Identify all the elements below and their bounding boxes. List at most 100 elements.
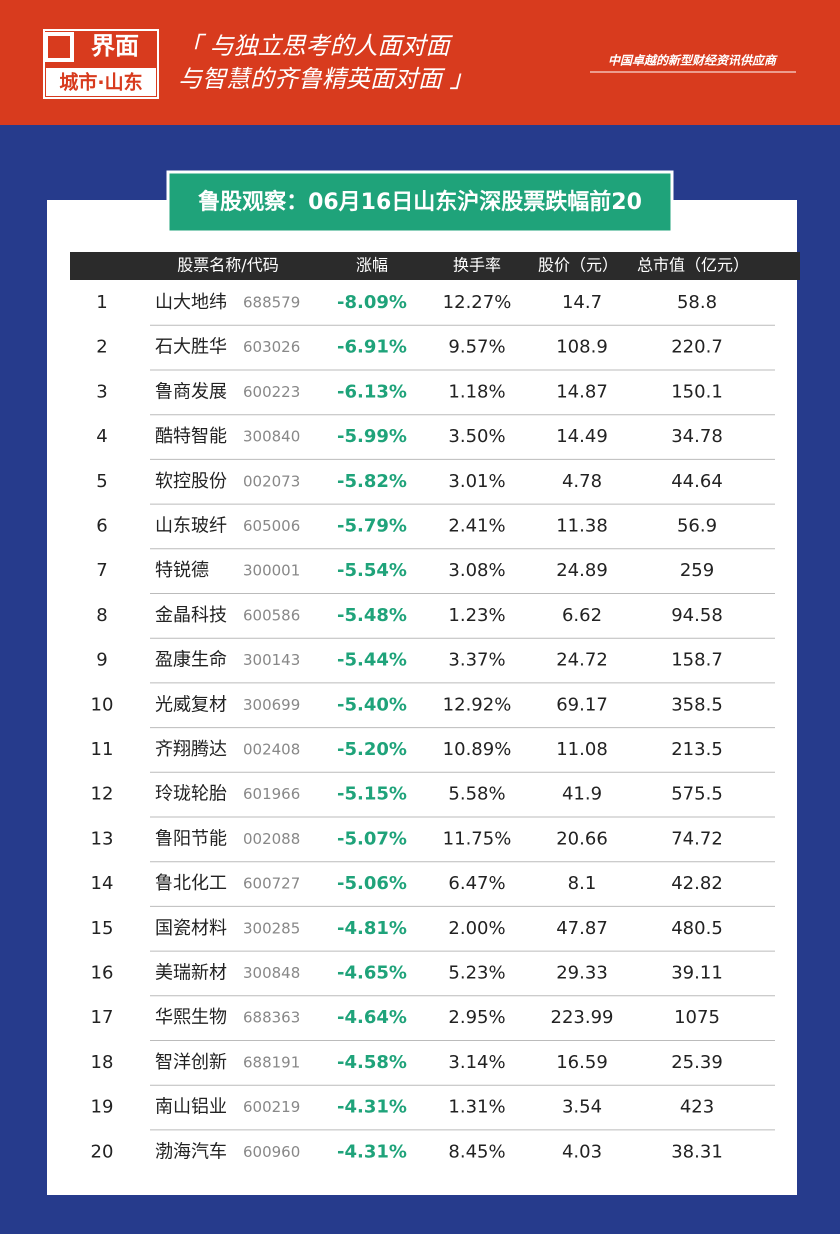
stock-code: 600223 xyxy=(243,383,300,401)
market-cap: 74.72 xyxy=(671,828,723,849)
slogan: 「 与独立思考的人面对面 xyxy=(178,32,454,60)
logo-sub-bg xyxy=(46,68,156,96)
market-cap: 42.82 xyxy=(671,873,723,894)
stock-code: 688579 xyxy=(243,294,300,312)
stock-code: 300840 xyxy=(243,428,300,446)
logo-sub: 城市·山东 xyxy=(59,71,142,94)
market-cap: 56.9 xyxy=(677,516,717,537)
turnover: 12.92% xyxy=(443,694,512,715)
change: -5.15% xyxy=(337,784,407,805)
rank: 18 xyxy=(91,1052,114,1073)
market-cap: 38.31 xyxy=(671,1141,723,1162)
rank: 11 xyxy=(91,739,114,760)
rank: 16 xyxy=(91,963,114,984)
column-header: 涨幅 xyxy=(356,256,388,275)
stock-code: 601966 xyxy=(243,785,300,803)
turnover: 3.37% xyxy=(448,650,505,671)
stock-name: 石大胜华 xyxy=(155,337,227,358)
change: -6.13% xyxy=(337,381,407,402)
price: 11.38 xyxy=(556,516,608,537)
stock-code: 002088 xyxy=(243,830,300,848)
price: 20.66 xyxy=(556,828,608,849)
price: 24.89 xyxy=(556,560,608,581)
market-cap: 44.64 xyxy=(671,471,723,492)
rank: 15 xyxy=(91,918,114,939)
rank: 20 xyxy=(91,1141,114,1162)
market-cap: 480.5 xyxy=(671,918,723,939)
change: -5.44% xyxy=(337,650,407,671)
price: 14.87 xyxy=(556,381,608,402)
stock-name: 鲁商发展 xyxy=(155,381,227,402)
stock-name: 特锐德 xyxy=(155,560,209,581)
stock-code: 300143 xyxy=(243,651,300,669)
change: -6.91% xyxy=(337,337,407,358)
table: 股票名称/代码 涨幅 换手率 股价（元） 总市值（亿元） 1 山大地纬 688579 -8.09… xyxy=(91,256,775,1162)
column-header: 股票名称/代码 xyxy=(177,256,278,275)
market-cap: 58.8 xyxy=(677,292,717,313)
price: 4.78 xyxy=(562,471,602,492)
slogan: 与智慧的齐鲁精英面对面 」 xyxy=(178,65,474,93)
stock-name: 山东玻纤 xyxy=(155,516,227,537)
stock-name: 软控股份 xyxy=(155,471,227,492)
change: -4.64% xyxy=(337,1007,407,1028)
price: 8.1 xyxy=(568,873,597,894)
rank: 6 xyxy=(96,516,107,537)
stock-code: 300001 xyxy=(243,562,300,580)
stock-name: 渤海汽车 xyxy=(155,1141,227,1162)
turnover: 9.57% xyxy=(448,337,505,358)
rank: 17 xyxy=(91,1007,114,1028)
price: 3.54 xyxy=(562,1097,602,1118)
price: 108.9 xyxy=(556,337,608,358)
turnover: 3.50% xyxy=(448,426,505,447)
stock-name: 鲁北化工 xyxy=(155,873,227,894)
price: 6.62 xyxy=(562,605,602,626)
turnover: 1.31% xyxy=(448,1097,505,1118)
market-cap: 94.58 xyxy=(671,605,723,626)
turnover: 3.01% xyxy=(448,471,505,492)
rank: 8 xyxy=(96,605,107,626)
stock-code: 688191 xyxy=(243,1053,300,1071)
stock-code: 600727 xyxy=(243,875,300,893)
stock-code: 600960 xyxy=(243,1143,300,1161)
turnover: 5.58% xyxy=(448,784,505,805)
market-cap: 213.5 xyxy=(671,739,723,760)
rank: 1 xyxy=(96,292,107,313)
stock-code: 002408 xyxy=(243,741,300,759)
market-cap: 423 xyxy=(680,1097,714,1118)
price: 47.87 xyxy=(556,918,608,939)
market-cap: 158.7 xyxy=(671,650,723,671)
turnover: 12.27% xyxy=(443,292,512,313)
column-header: 总市值（亿元） xyxy=(637,256,749,275)
price: 14.49 xyxy=(556,426,608,447)
market-cap: 220.7 xyxy=(671,337,723,358)
change: -5.79% xyxy=(337,516,407,537)
turnover: 8.45% xyxy=(448,1141,505,1162)
turnover: 10.89% xyxy=(443,739,512,760)
title-box xyxy=(166,170,674,234)
market-cap: 358.5 xyxy=(671,694,723,715)
market-cap: 25.39 xyxy=(671,1052,723,1073)
price: 14.7 xyxy=(562,292,602,313)
stock-code: 002073 xyxy=(243,472,300,490)
market-cap: 575.5 xyxy=(671,784,723,805)
stock-name: 智洋创新 xyxy=(155,1052,227,1073)
turnover: 2.00% xyxy=(448,918,505,939)
change: -4.65% xyxy=(337,963,407,984)
change: -4.31% xyxy=(337,1141,407,1162)
rank: 12 xyxy=(91,784,114,805)
change: -8.09% xyxy=(337,292,407,313)
rank: 9 xyxy=(96,650,107,671)
stock-name: 金晶科技 xyxy=(155,605,227,626)
price: 4.03 xyxy=(562,1141,602,1162)
stock-code: 600219 xyxy=(243,1098,300,1116)
market-cap: 150.1 xyxy=(671,381,723,402)
stock-code: 600586 xyxy=(243,606,300,624)
stock-name: 齐翔腾达 xyxy=(155,739,227,760)
stock-code: 605006 xyxy=(243,517,300,535)
price: 16.59 xyxy=(556,1052,608,1073)
turnover: 3.14% xyxy=(448,1052,505,1073)
market-cap: 39.11 xyxy=(671,963,723,984)
stock-name: 华熙生物 xyxy=(155,1007,227,1028)
header-band xyxy=(0,0,840,125)
